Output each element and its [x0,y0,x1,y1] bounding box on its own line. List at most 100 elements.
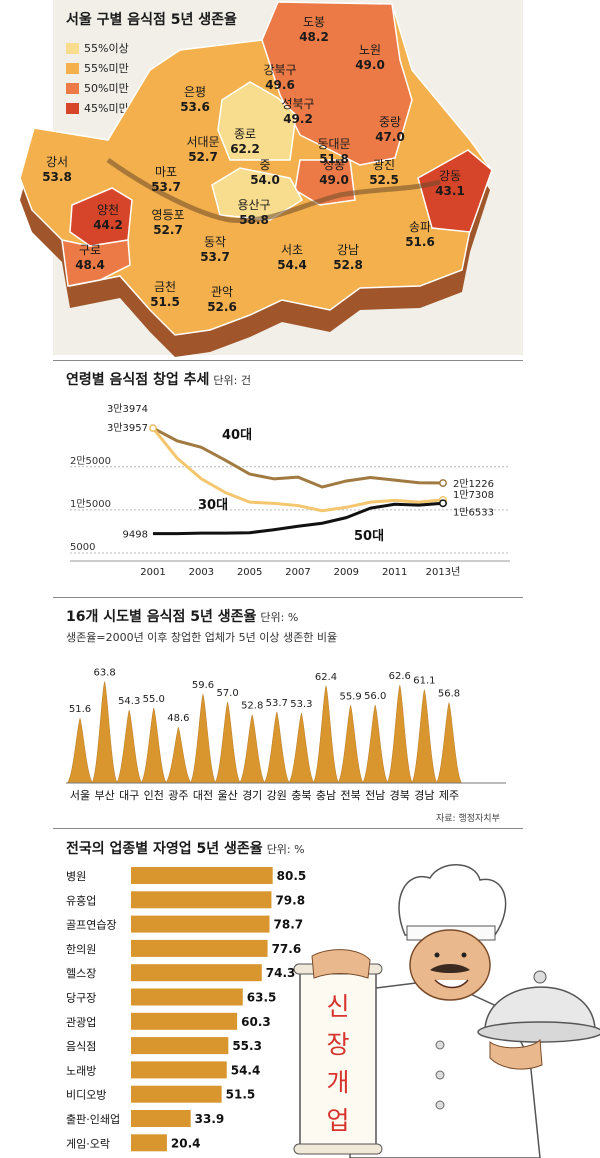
district-label: 마포 53.7 [151,165,181,195]
series-label: 40대 [222,428,252,443]
district-value: 48.4 [75,258,105,272]
district-value: 52.7 [153,223,183,237]
district-value: 52.5 [369,173,399,187]
value-label: 53.3 [290,699,312,710]
district-name: 중랑 [378,115,402,129]
province-chart-title-text: 16개 시도별 음식점 5년 생존율 [66,609,257,625]
legend-item-below50: 50%미만 [66,80,129,96]
province-bar [115,709,143,784]
start-point [149,424,157,432]
industry-bar [131,1110,191,1127]
district-label: 종로 62.2 [230,127,260,157]
category-label: 서울 [70,789,90,802]
industry-chart: 병원 80.5 유흥업 79.8 골프연습장 78.7 한의원 77.6 헬스장 74.3 당구장 6… [66,867,306,1152]
legend-label: 50%미만 [84,82,129,95]
category-label: 노래방 [66,1064,96,1077]
plot-area [66,645,506,783]
district-value: 53.7 [200,250,230,264]
province-chart-subtitle: 생존율=2000년 이후 창업한 업체가 5년 이상 생존한 비율 [66,631,338,644]
region-jongno [217,81,297,161]
end-point [439,499,447,508]
value-label: 52.8 [241,701,263,712]
province-chart-unit: 단위: % [260,611,299,624]
legend-label: 55%이상 [84,42,129,55]
y-tick-label: 1만5000 [70,498,111,510]
end-value-label: 1만6533 [453,506,494,518]
district-name: 마포 [154,165,178,179]
value-label: 78.7 [274,918,304,932]
industry-bar [131,1061,227,1079]
industry-bar [131,915,270,933]
category-label: 골프연습장 [66,919,117,932]
category-label: 유흥업 [66,893,96,907]
series-label: 30대 [198,498,228,513]
district-label: 광진 52.5 [369,158,399,188]
category-label: 전북 [340,789,360,802]
district-value: 51.8 [319,152,349,166]
industry-bar [131,964,262,982]
district-value: 52.6 [207,300,237,314]
province-bar [238,713,267,784]
cloche-dome [484,986,596,1029]
category-label: 광주 [168,789,188,802]
x-tick-label: 2003 [189,567,214,578]
district-label: 성동 49.0 [319,158,349,188]
start-value-label: 3만3974 [107,403,148,415]
province-bar [361,704,389,784]
industry-chart-title: 전국의 업종별 자영업 5년 생존율 단위: % [66,838,305,858]
chef-hand [489,1038,543,1070]
series-label: 50대 [354,529,384,544]
industry-bar [131,939,268,957]
divider [53,828,523,829]
district-label: 강서 53.8 [42,155,72,185]
district-name: 금천 [153,280,177,294]
line-chart-title-text: 연령별 음식점 창업 추세 [66,372,210,388]
category-label: 대전 [193,789,213,802]
category-label: 비디오방 [66,1089,106,1102]
district-label: 노원 49.0 [355,43,385,73]
series-line [152,426,444,489]
chef-hand [311,949,371,979]
district-label: 금천 51.5 [150,280,180,310]
scroll-char: 장 [326,1030,350,1059]
value-label: 48.6 [167,713,189,724]
district-label: 동작 53.7 [200,235,230,265]
district-value: 54.4 [277,258,307,272]
x-tick-label: 2013년 [426,566,461,578]
district-name: 노원 [358,43,382,57]
district-name: 구로 [78,243,102,257]
district-label: 송파 51.6 [405,220,435,250]
category-label: 게임·오락 [66,1137,110,1150]
category-label: 제주 [439,789,459,802]
province-bar [336,704,365,784]
province-bar [312,684,340,784]
category-label: 인천 [144,788,164,802]
province-bar [410,688,439,784]
district-name: 중 [259,158,271,172]
district-value: 49.2 [283,112,313,126]
value-label: 57.0 [216,688,238,699]
seoul-map [19,1,493,357]
district-label: 도봉 48.2 [299,15,329,45]
cloche-knob [533,970,547,984]
province-bar [435,701,463,784]
region-yongsan [211,167,303,221]
value-label: 60.3 [241,1015,271,1029]
district-name: 강북구 [263,63,297,77]
x-tick-label: 2007 [285,567,310,578]
district-name: 종로 [233,127,257,141]
scroll-char: 신 [326,992,350,1021]
start-value-label: 9498 [123,530,148,541]
industry-bar [131,891,272,909]
end-value-label: 2만1226 [453,478,494,490]
line-chart-title: 연령별 음식점 창업 추세 단위: 건 [66,369,251,389]
legend-swatch [66,62,79,74]
value-label: 51.6 [69,704,91,715]
district-name: 동대문 [317,137,351,151]
value-label: 51.5 [226,1088,256,1102]
value-label: 77.6 [272,942,302,956]
industry-bar [131,988,243,1006]
district-value: 43.1 [435,184,465,198]
province-bar [164,726,193,784]
